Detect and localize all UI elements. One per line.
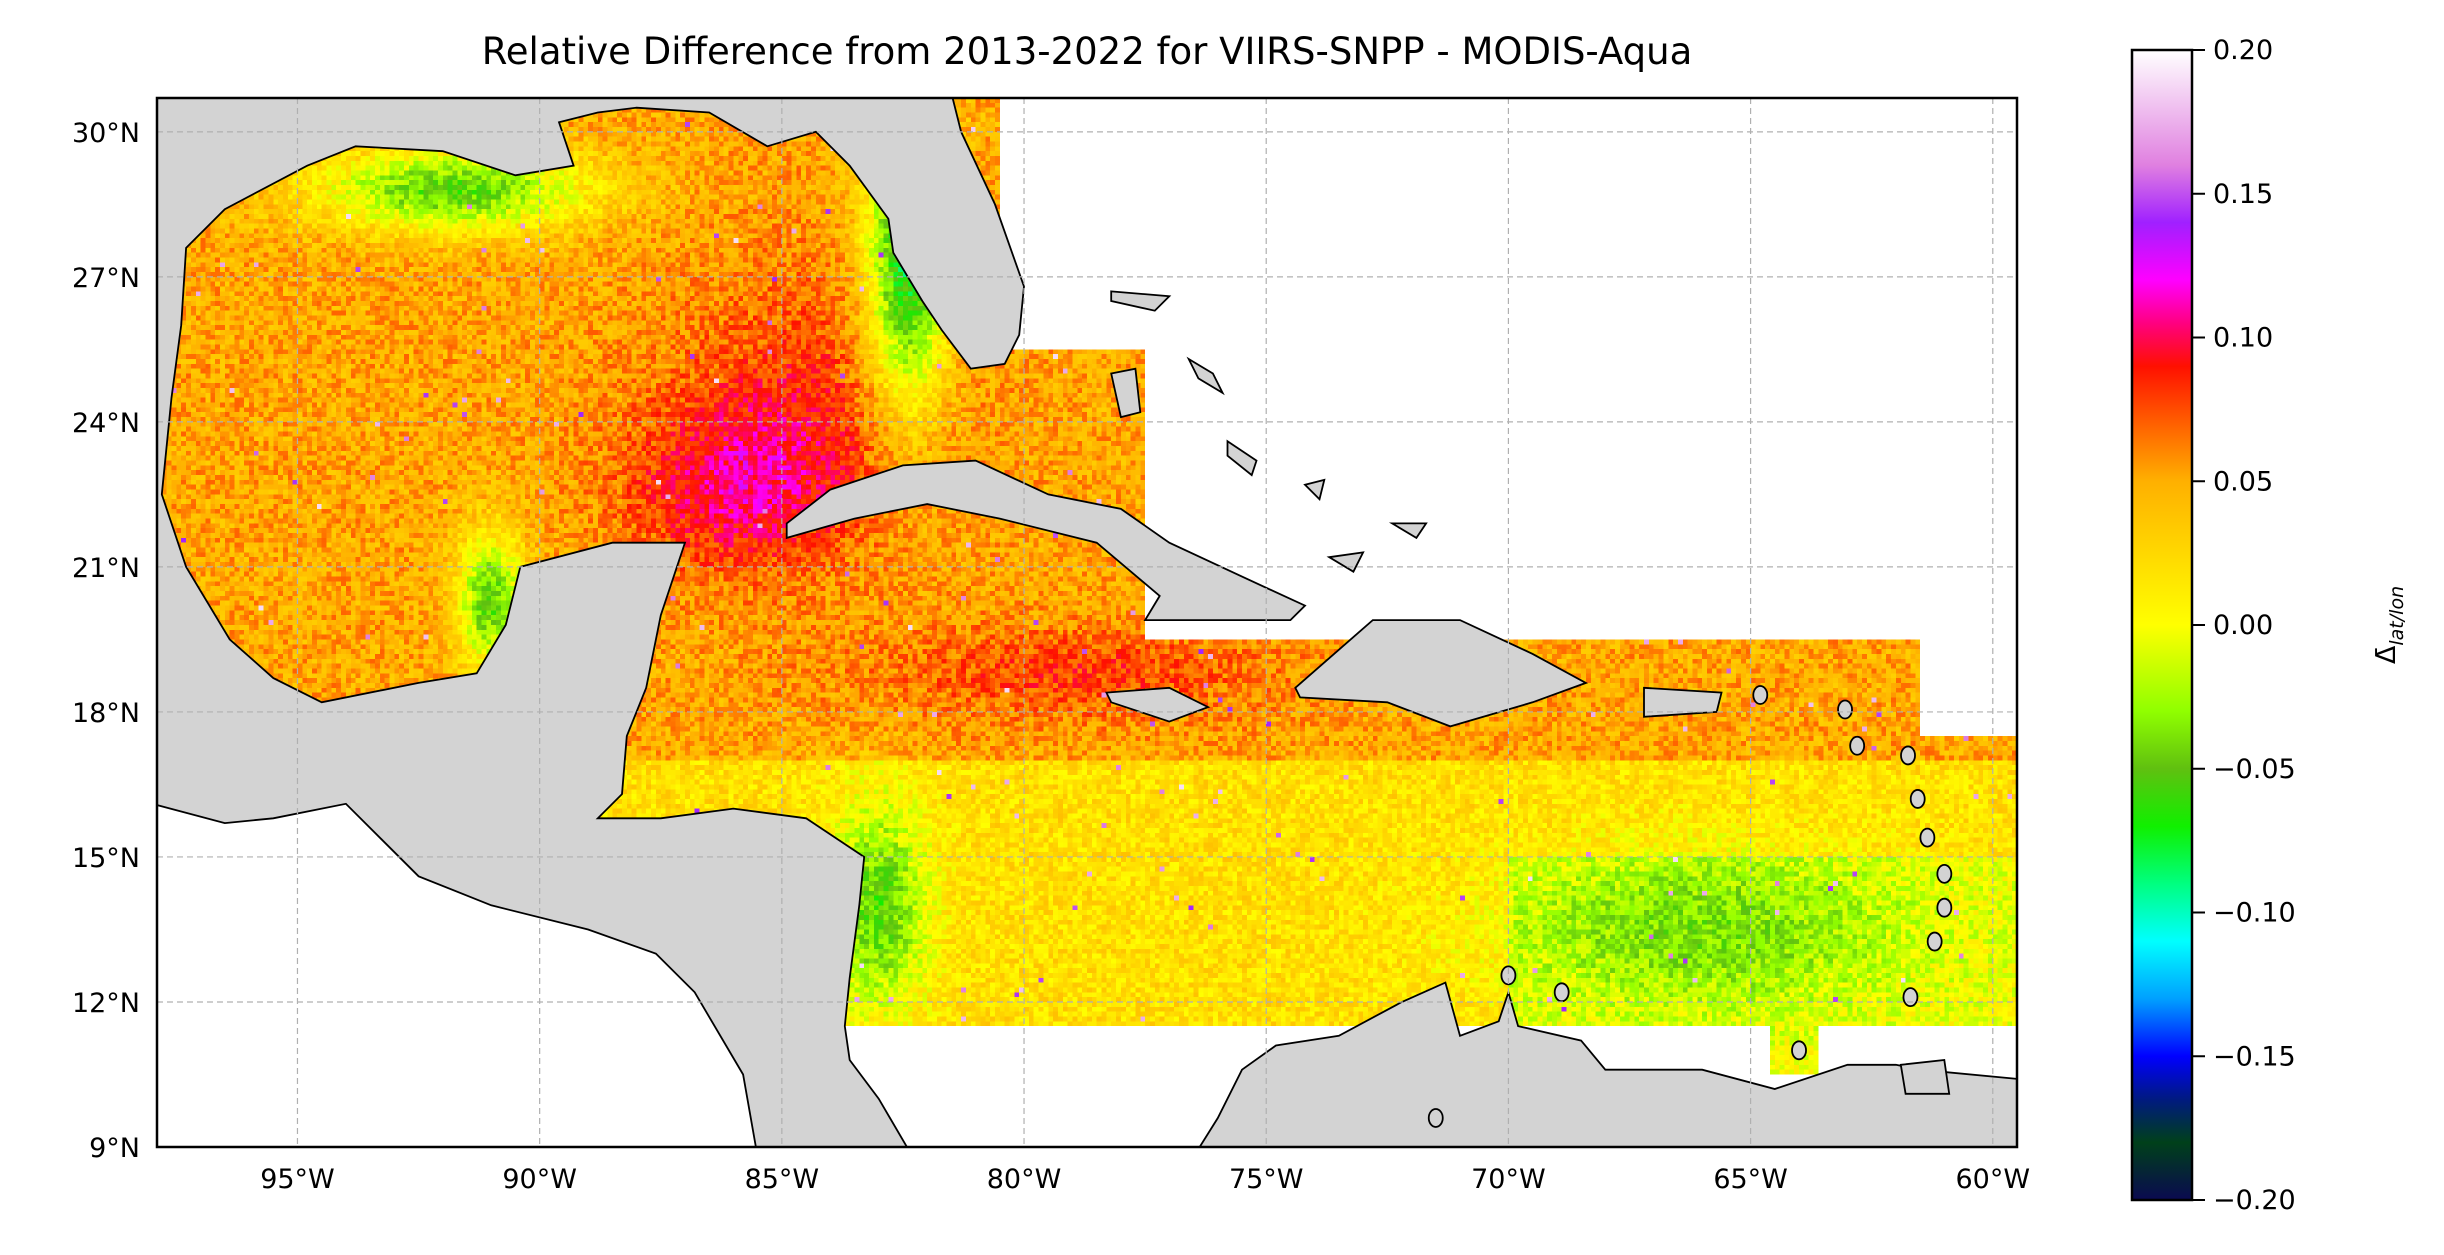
land-polygon — [1198, 981, 2017, 1147]
island — [1919, 827, 1936, 848]
colorbar-tick-label: −0.05 — [2213, 754, 2296, 785]
y-tick-label: 15°N — [72, 843, 140, 874]
x-tick-label: 60°W — [1956, 1164, 2031, 1195]
colorbar-tick-label: 0.00 — [2213, 610, 2273, 641]
y-tick-label: 24°N — [72, 408, 140, 439]
colorbar-tick-label: −0.15 — [2213, 1041, 2296, 1072]
colorbar-ticks: 0.20 0.15 0.10 0.05 0.00 −0.05 −0.10 −0.15 −0.20 — [2192, 35, 2296, 1216]
island — [1849, 735, 1866, 756]
land-polygon — [1643, 686, 1723, 718]
y-tick-label: 30°N — [72, 118, 140, 149]
y-axis: 9°N 12°N 15°N 18°N 21°N 24°N 27°N 30°N — [72, 118, 140, 1164]
island — [1752, 685, 1769, 705]
x-axis: 95°W 90°W 85°W 80°W 75°W 70°W 65°W 60°W — [260, 1164, 2030, 1195]
colorbar-tick-label: 0.20 — [2213, 35, 2273, 66]
island — [1909, 789, 1926, 809]
y-tick-label: 18°N — [72, 698, 140, 729]
island — [1902, 987, 1919, 1008]
island — [1900, 745, 1916, 766]
land-polygon — [785, 459, 1307, 621]
colorbar-tick-label: 0.10 — [2213, 323, 2273, 354]
y-tick-label: 9°N — [89, 1133, 140, 1164]
island — [1553, 982, 1570, 1003]
land-polygon — [1186, 356, 1225, 396]
chart-title: Relative Difference from 2013-2022 for V… — [481, 30, 1693, 73]
island — [1427, 1108, 1444, 1128]
colorbar-tick-label: −0.20 — [2213, 1185, 2296, 1216]
land-polygon — [1303, 478, 1326, 501]
island — [1791, 1040, 1807, 1061]
x-tick-label: 65°W — [1713, 1164, 1788, 1195]
x-tick-label: 85°W — [745, 1164, 820, 1195]
y-tick-label: 12°N — [72, 988, 140, 1019]
island — [1936, 897, 1953, 918]
x-tick-label: 70°W — [1471, 1164, 1546, 1195]
x-tick-label: 80°W — [987, 1164, 1062, 1195]
island — [1926, 931, 1943, 952]
axes-frame — [155, 96, 2019, 1149]
land-polygon — [1326, 551, 1365, 573]
land-polygon — [1110, 290, 1172, 312]
colorbar-tick-label: 0.05 — [2213, 466, 2273, 497]
land-polygon — [1110, 367, 1142, 419]
land-layer — [157, 98, 2017, 1147]
heatmap-raster — [157, 98, 2017, 1147]
island — [1500, 965, 1517, 986]
land-polygon — [1388, 522, 1428, 540]
land-polygon — [1105, 686, 1211, 723]
land-polygon — [157, 98, 1025, 1147]
colorbar-tick-label: −0.10 — [2213, 898, 2296, 929]
y-tick-label: 21°N — [72, 553, 140, 584]
x-tick-label: 90°W — [502, 1164, 577, 1195]
x-tick-label: 75°W — [1229, 1164, 1304, 1195]
colorbar — [2130, 48, 2194, 1202]
y-tick-label: 27°N — [72, 263, 140, 294]
gridlines — [157, 98, 2017, 1147]
land-polygon — [1899, 1059, 1951, 1095]
colorbar-label: Δ̄lat/lon — [2371, 586, 2408, 664]
colorbar-tick-label: 0.15 — [2213, 179, 2273, 210]
land-polygon — [1294, 619, 1589, 728]
island — [1936, 863, 1953, 884]
island — [1837, 699, 1853, 720]
land-polygon — [1226, 439, 1258, 477]
x-tick-label: 95°W — [260, 1164, 335, 1195]
